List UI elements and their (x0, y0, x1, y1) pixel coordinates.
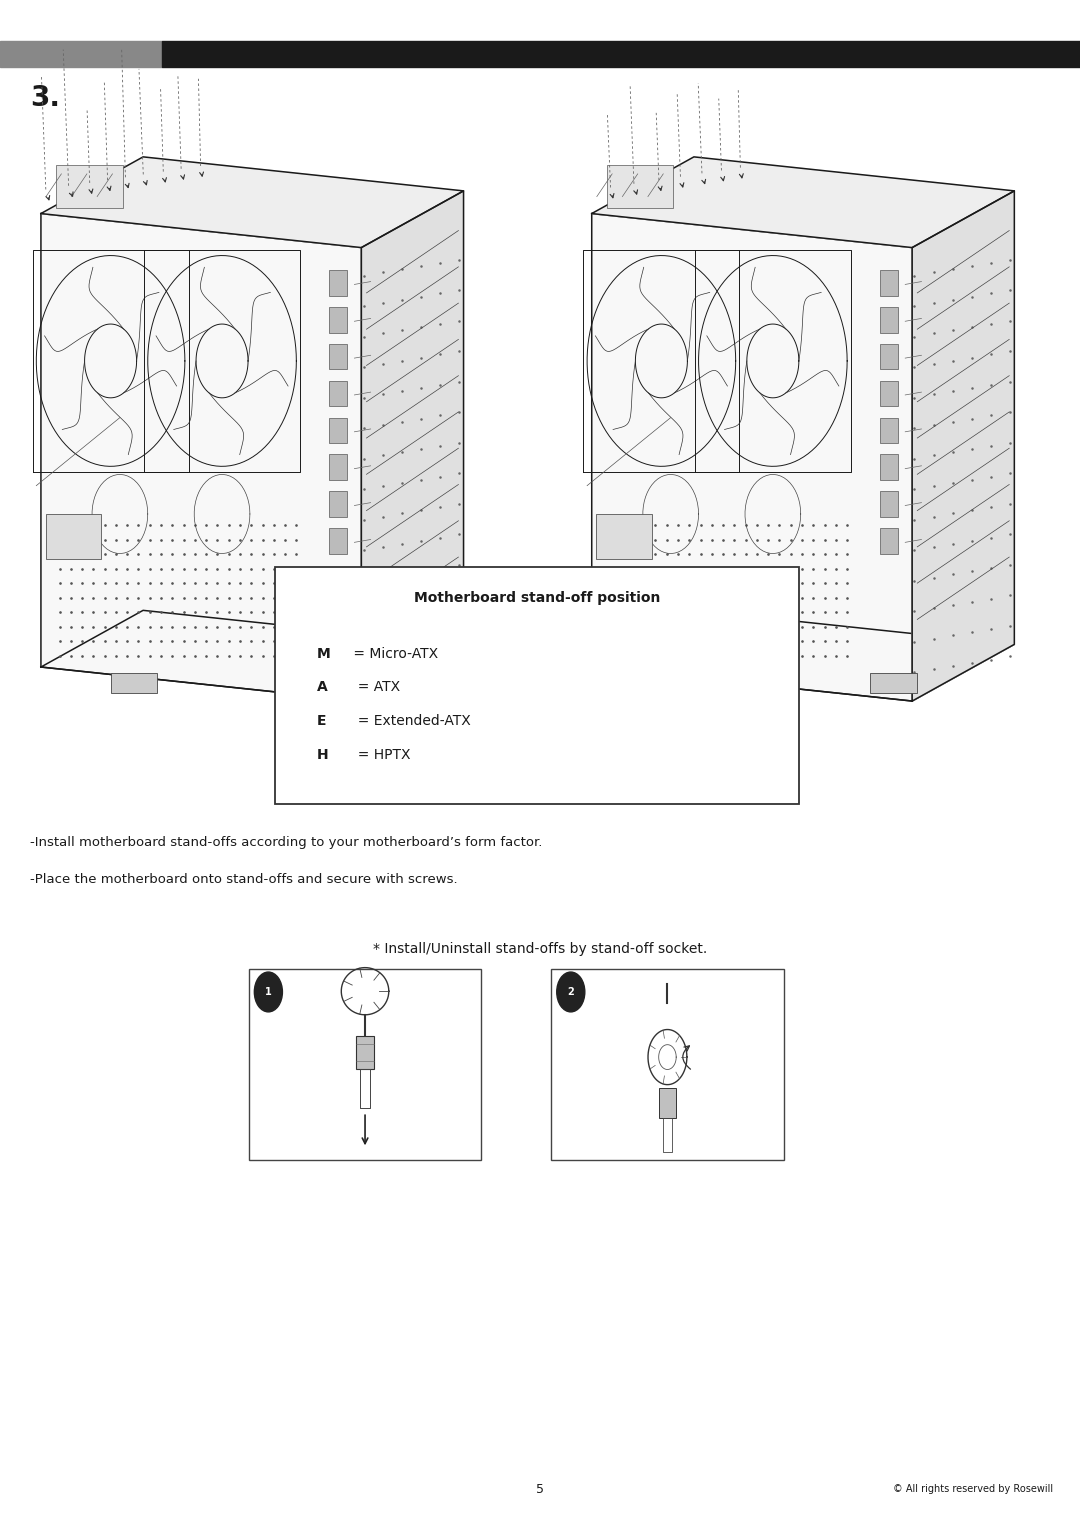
Text: 3.: 3. (30, 84, 60, 112)
Bar (329, 343, 348, 369)
Bar (110, 673, 157, 692)
Text: A: A (316, 680, 327, 694)
Bar (329, 529, 348, 553)
Bar (879, 381, 899, 406)
Bar (879, 343, 899, 369)
Text: BLACKHAWK-ULTRA: BLACKHAWK-ULTRA (57, 49, 172, 58)
Bar (551, 970, 783, 1161)
Bar (56, 165, 123, 208)
Polygon shape (913, 192, 1014, 702)
Text: Motherboard stand-off position: Motherboard stand-off position (414, 591, 661, 605)
Text: M: M (316, 647, 330, 660)
Bar (320, 673, 366, 692)
Bar (329, 306, 348, 332)
Text: = Micro-ATX: = Micro-ATX (349, 647, 438, 660)
Text: 5: 5 (536, 1483, 544, 1495)
Bar (329, 492, 348, 516)
Bar (329, 418, 348, 443)
Polygon shape (41, 213, 362, 702)
Bar (607, 165, 674, 208)
Text: = HPTX: = HPTX (349, 748, 410, 761)
Polygon shape (592, 213, 913, 702)
Bar (275, 567, 799, 804)
Bar (249, 970, 482, 1161)
Polygon shape (41, 610, 463, 702)
Text: * Install/Uninstall stand-offs by stand-off socket.: * Install/Uninstall stand-offs by stand-… (373, 942, 707, 956)
Bar (45, 515, 102, 559)
Bar (879, 418, 899, 443)
Text: 1: 1 (265, 987, 272, 997)
Bar (659, 1088, 676, 1118)
Bar (162, 40, 1080, 66)
Text: H: H (316, 748, 328, 761)
Bar (879, 529, 899, 553)
Text: User’s Manual: User’s Manual (969, 49, 1053, 58)
Text: -Install motherboard stand-offs according to your motherboard’s form factor.: -Install motherboard stand-offs accordin… (30, 836, 542, 849)
Polygon shape (41, 156, 463, 248)
Bar (661, 673, 707, 692)
Text: E: E (316, 714, 326, 728)
Text: = Extended-ATX: = Extended-ATX (349, 714, 471, 728)
Bar (0, 40, 162, 66)
Text: -Place the motherboard onto stand-offs and secure with screws.: -Place the motherboard onto stand-offs a… (30, 873, 458, 885)
Text: 2: 2 (567, 987, 575, 997)
Bar (879, 270, 899, 296)
Text: © All rights reserved by Rosewill: © All rights reserved by Rosewill (893, 1485, 1053, 1494)
Text: = ATX: = ATX (349, 680, 400, 694)
Polygon shape (592, 610, 1014, 702)
Text: CASE: CASE (27, 49, 58, 58)
Bar (870, 673, 917, 692)
Circle shape (255, 971, 283, 1013)
Bar (879, 492, 899, 516)
Bar (329, 455, 348, 480)
Bar (879, 455, 899, 480)
Bar (356, 1036, 374, 1069)
Bar (879, 306, 899, 332)
Circle shape (557, 971, 585, 1013)
Bar (329, 381, 348, 406)
Bar (596, 515, 652, 559)
Polygon shape (362, 192, 463, 702)
Bar (329, 270, 348, 296)
Polygon shape (592, 156, 1014, 248)
